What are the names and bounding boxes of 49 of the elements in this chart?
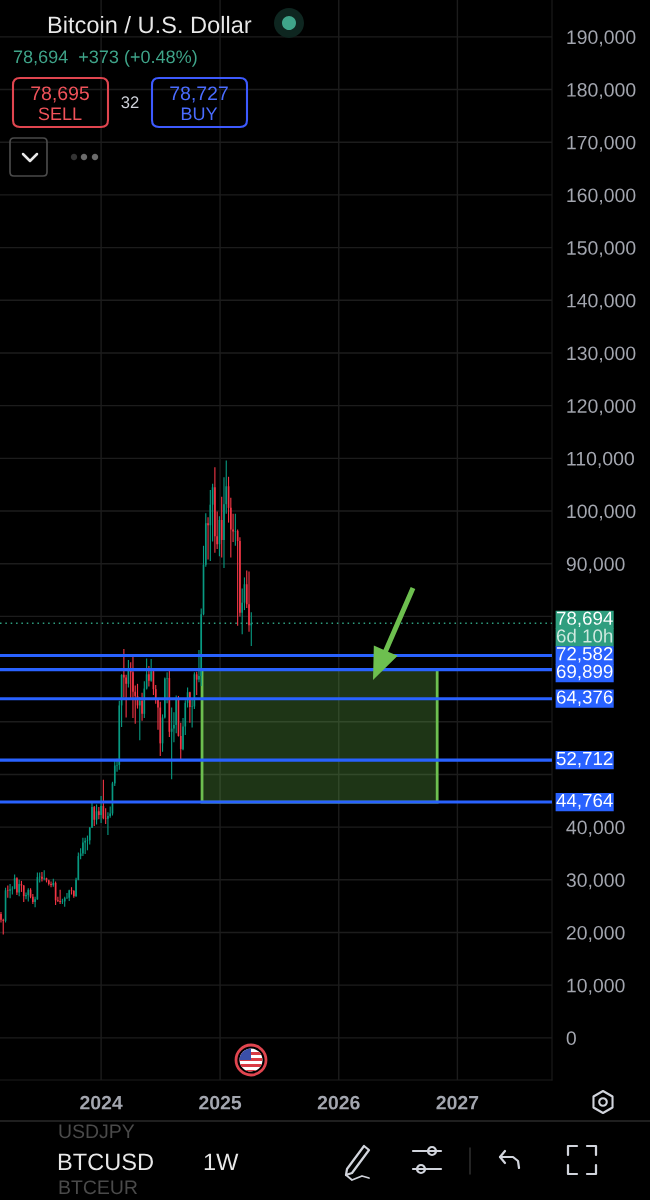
annotation: SELL — [38, 107, 82, 121]
candlestick — [207, 516, 209, 561]
ref-line-label: 64,376 — [556, 690, 613, 706]
annotation: 78,727 — [170, 86, 228, 103]
y-tick-label: 190,000 — [567, 30, 636, 47]
x-tick-label: 2027 — [436, 1095, 479, 1110]
y-tick-label: 120,000 — [567, 399, 636, 416]
text: 78,694 +373 (+0.48%) — [13, 49, 197, 67]
candlestick — [72, 889, 75, 899]
text: BTCUSD — [58, 1153, 153, 1171]
y-tick-label: 140,000 — [567, 293, 636, 310]
candlestick — [189, 691, 191, 724]
y-tick-label: 10,000 — [567, 978, 625, 995]
x-tick-label: 2025 — [199, 1095, 242, 1110]
annotation: 78,695 — [31, 86, 89, 103]
candlestick — [70, 886, 73, 896]
y-tick-label: 170,000 — [567, 135, 636, 152]
annotation: BUY — [181, 107, 218, 121]
ref-line-label: 69,899 — [556, 664, 613, 681]
annotation: 32 — [121, 96, 139, 109]
candlestick — [41, 871, 43, 882]
y-tick-label: 150,000 — [567, 241, 636, 258]
text: BTCEUR — [59, 1180, 138, 1195]
ref-line-label: 78,694 — [556, 611, 613, 628]
candlestick — [107, 811, 109, 836]
ref-line-label: 44,764 — [556, 793, 613, 810]
ref-line-label: 72,582 — [556, 647, 613, 663]
y-tick-label: 90,000 — [566, 557, 625, 574]
y-tick-label: 20,000 — [566, 925, 625, 943]
text: USDJPY — [59, 1124, 135, 1139]
candlestick — [25, 891, 27, 900]
x-tick-label: 2024 — [80, 1095, 123, 1110]
y-tick-label: 40,000 — [566, 820, 625, 837]
y-tick-label: 30,000 — [566, 873, 625, 890]
y-tick-label: 0 — [566, 1031, 576, 1046]
ref-line-label: 52,712 — [556, 751, 613, 768]
y-tick-label: 180,000 — [567, 83, 636, 100]
y-tick-label: 100,000 — [567, 504, 636, 521]
candlestick — [250, 611, 253, 647]
candlestick — [214, 466, 216, 554]
x-tick-label: 2026 — [317, 1095, 360, 1110]
y-tick-label: 160,000 — [567, 188, 636, 205]
candlestick — [248, 571, 250, 633]
candlestick — [9, 883, 11, 899]
text: 6d 10h — [556, 628, 613, 643]
text: 1W — [204, 1153, 239, 1170]
y-tick-label: 110,000 — [567, 451, 634, 468]
y-tick-label: 130,000 — [567, 346, 636, 363]
text: Bitcoin / U.S. Dollar — [48, 15, 252, 34]
